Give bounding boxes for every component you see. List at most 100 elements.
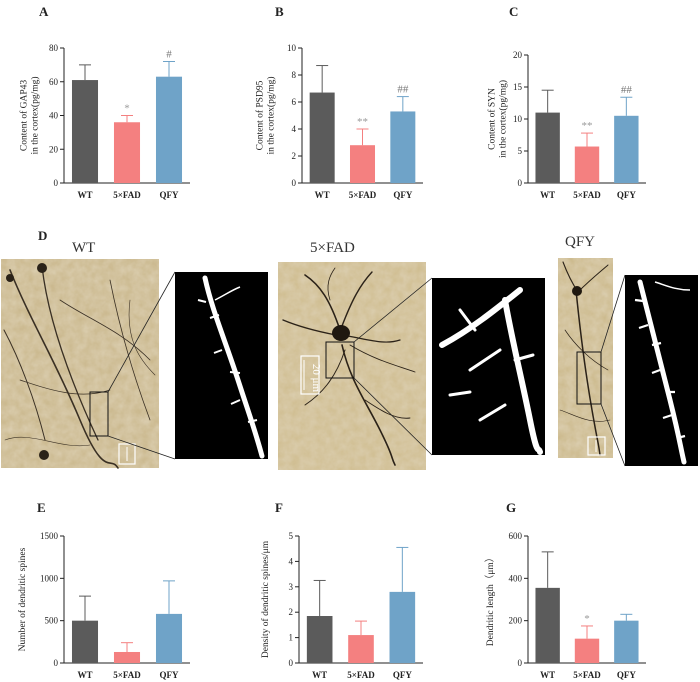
x-category-label: QFY [393, 670, 412, 680]
significance-mark: ## [397, 84, 409, 96]
bar-wt [306, 616, 333, 663]
micrograph-wt-photo [1, 259, 159, 469]
x-category-label: QFY [617, 670, 636, 680]
y-tick-label: 60 [49, 77, 59, 87]
y-tick-label: 1 [289, 633, 294, 643]
y-tick-label: 8 [292, 70, 297, 80]
bar-5fad [574, 146, 600, 183]
bar-5fad [113, 122, 141, 183]
y-axis-label: in the cortex(pg/mg) [266, 76, 277, 154]
significance-mark: ** [582, 120, 593, 132]
y-tick-label: 2 [289, 607, 294, 617]
significance-mark: # [166, 49, 172, 61]
y-tick-label: 10 [513, 114, 523, 124]
micrograph-5xfad-photo: 20 μm [278, 262, 426, 470]
x-category-label: WT [315, 190, 330, 200]
x-category-label: WT [312, 670, 327, 680]
panel-letter-c: C [509, 4, 518, 19]
scale-bar-label: 20 μm [310, 364, 322, 393]
y-tick-label: 20 [49, 144, 59, 154]
y-tick-label: 400 [509, 573, 523, 583]
y-axis-label: Number of dendritic spines [17, 547, 28, 651]
x-category-label: QFY [617, 190, 636, 200]
y-axis-label: in the cortex(pg/mg) [498, 80, 509, 158]
zoom-line [107, 271, 176, 393]
micrograph-panel-d: WT 5×FAD QFY [1, 234, 698, 470]
zoom-line [353, 277, 433, 343]
y-tick-label: 5 [518, 146, 523, 156]
y-axis-label: Content of GAP43 [19, 80, 30, 152]
chart-b-psd95: 0 2 4 6 8 10 Content of PSD95 in the cortex(pg/… [255, 43, 423, 200]
bar-wt [71, 620, 99, 663]
chart-f-spine-density: 0 1 2 3 4 5 Density of dendritic spines/μm WT 5×… [260, 531, 423, 680]
y-tick-label: 200 [509, 616, 523, 626]
y-axis-label: Content of SYN [487, 88, 498, 150]
significance-mark: ** [357, 116, 368, 128]
x-category-label: 5×FAD [349, 190, 377, 200]
panel-letter-b: B [275, 4, 284, 19]
chart-c-syn: 0 5 10 15 20 Content of SYN in the cortex(pg/m… [487, 50, 646, 200]
bar-qfy [155, 613, 183, 663]
bar-5fad [574, 638, 600, 663]
bar-qfy [614, 620, 639, 663]
bar-wt [309, 92, 335, 183]
y-tick-label: 10 [287, 43, 297, 53]
chart-e-spine-number: 0 500 1000 1500 Number of dendritic spines WT… [17, 531, 190, 680]
x-category-label: WT [540, 670, 555, 680]
x-category-label: 5×FAD [573, 190, 601, 200]
y-tick-label: 0 [54, 178, 59, 188]
y-tick-label: 4 [292, 124, 297, 134]
y-tick-label: 3 [289, 582, 294, 592]
significance-mark: * [584, 613, 590, 625]
panel-letter-f: F [275, 500, 283, 515]
chart-a-gap43: 0 20 40 60 80 Content of GAP43 in the cortex(p… [19, 43, 190, 200]
micrograph-label-qfy: QFY [565, 234, 595, 250]
panel-letter-a: A [39, 4, 49, 19]
bar-qfy [614, 115, 639, 183]
y-tick-label: 0 [518, 658, 523, 668]
bar-wt [535, 112, 560, 183]
x-category-label: QFY [393, 190, 412, 200]
x-category-label: 5×FAD [573, 670, 601, 680]
y-tick-label: 1000 [40, 573, 59, 583]
zoom-line [353, 377, 433, 456]
x-category-label: 5×FAD [113, 670, 141, 680]
y-tick-label: 6 [292, 97, 297, 107]
panel-letter-e: E [37, 500, 46, 515]
micrograph-wt-zoom [175, 272, 268, 459]
significance-mark: ## [621, 84, 633, 96]
panel-letter-g: G [506, 500, 516, 515]
x-category-label: WT [540, 190, 555, 200]
y-axis-label: Density of dendritic spines/μm [260, 540, 271, 658]
zoom-line [600, 403, 626, 467]
bar-5fad [349, 145, 376, 183]
y-axis-label: in the cortex(pg/mg) [30, 76, 41, 154]
bar-qfy [390, 111, 416, 183]
x-category-label: 5×FAD [113, 190, 141, 200]
zoom-line [600, 274, 626, 353]
y-tick-label: 5 [289, 531, 294, 541]
y-tick-label: 600 [509, 531, 523, 541]
y-tick-label: 40 [49, 111, 59, 121]
micrograph-label-wt: WT [72, 240, 95, 256]
y-tick-label: 1500 [40, 531, 59, 541]
micrograph-qfy-zoom [625, 275, 698, 466]
x-category-label: WT [77, 670, 92, 680]
x-category-label: WT [77, 190, 92, 200]
bar-wt [71, 80, 99, 183]
y-tick-label: 500 [45, 616, 59, 626]
y-tick-label: 0 [292, 178, 297, 188]
chart-g-dendritic-length: 0 200 400 600 Dendritic length（μm） WT 5×FAD * QF… [484, 531, 646, 680]
y-tick-label: 4 [289, 556, 294, 566]
bar-5fad [113, 651, 141, 663]
y-axis-label: Dendritic length（μm） [484, 553, 496, 646]
y-tick-label: 15 [513, 82, 523, 92]
micrograph-label-5xfad: 5×FAD [310, 240, 355, 256]
significance-mark: * [124, 103, 130, 115]
bar-qfy [389, 591, 416, 663]
bar-wt [535, 587, 560, 663]
y-tick-label: 0 [518, 178, 523, 188]
zoom-line [107, 435, 176, 460]
y-axis-label: Content of PSD95 [255, 80, 266, 150]
micrograph-5xfad-zoom [432, 278, 545, 455]
